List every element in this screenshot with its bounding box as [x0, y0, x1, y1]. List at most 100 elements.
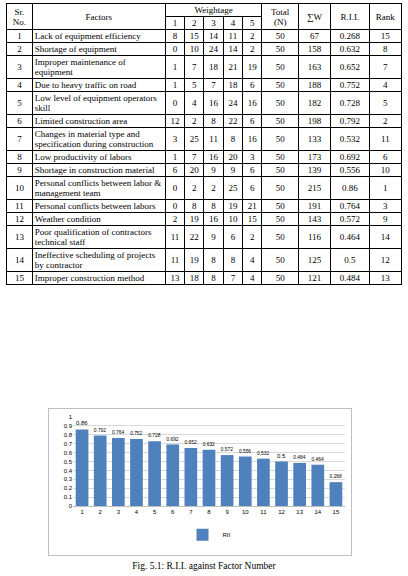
html-text:Changes in material type and s: Changes in material type and specificati…	[34, 129, 154, 149]
html-text:Poor qualification of contract: Poor qualification of contractors techni…	[34, 227, 152, 247]
svg-text:0.9: 0.9	[64, 423, 73, 429]
svg-text:0.6: 0.6	[64, 450, 73, 456]
html-text:Personal conflicts between lab: Personal conflicts between labor & manag…	[34, 178, 162, 198]
html-text:15: 15	[189, 31, 199, 41]
svg-text:0.752: 0.752	[130, 431, 142, 436]
html-text:Due to heavy traffic on road: Due to heavy traffic on road	[34, 80, 137, 90]
html-text:50: 50	[275, 44, 285, 54]
svg-text:0.7: 0.7	[64, 441, 73, 447]
svg-text:0.3: 0.3	[64, 476, 73, 482]
html-text:19: 19	[247, 62, 257, 72]
svg-text:0.2: 0.2	[64, 485, 73, 491]
svg-text:0.532: 0.532	[257, 451, 269, 456]
html-text:14: 14	[228, 44, 238, 54]
svg-text:0.5: 0.5	[277, 453, 286, 459]
html-text:Weightage: Weightage	[194, 5, 233, 15]
svg-text:14: 14	[314, 509, 321, 515]
svg-text:0.1: 0.1	[64, 494, 73, 500]
html-text:50: 50	[275, 62, 285, 72]
svg-text:2: 2	[99, 509, 103, 515]
html-text:Sr. No.: Sr. No.	[12, 6, 26, 27]
html-text:0.652: 0.652	[339, 62, 360, 72]
svg-text:0.484: 0.484	[293, 455, 305, 460]
html-text:133: 133	[307, 134, 322, 144]
html-text:Shortage of equipment: Shortage of equipment	[34, 44, 117, 54]
html-text:14: 14	[209, 31, 219, 41]
svg-text:0.572: 0.572	[221, 447, 233, 452]
html-text:∑W: ∑W	[307, 11, 322, 22]
html-text:22: 22	[228, 116, 238, 126]
html-text:12: 12	[170, 116, 180, 126]
html-text:18: 18	[209, 62, 219, 72]
html-text:50: 50	[275, 80, 285, 90]
svg-text:12: 12	[278, 509, 285, 515]
html-text:20: 20	[228, 152, 238, 162]
html-text:Low productivity of labors: Low productivity of labors	[34, 152, 132, 162]
html-text:188: 188	[307, 80, 322, 90]
html-text:16: 16	[247, 98, 257, 108]
svg-text:1: 1	[69, 414, 73, 420]
html-text:25: 25	[189, 134, 199, 144]
html-text:21: 21	[228, 62, 238, 72]
html-text:16: 16	[209, 152, 219, 162]
html-text:0.532: 0.532	[339, 134, 360, 144]
svg-text:0.632: 0.632	[203, 442, 215, 447]
svg-text:0.692: 0.692	[166, 437, 178, 442]
html-text:198: 198	[307, 116, 322, 126]
html-text:163: 163	[307, 62, 322, 72]
html-text:0.728: 0.728	[339, 98, 360, 108]
svg-text:7: 7	[189, 509, 193, 515]
svg-text:0.86: 0.86	[76, 420, 88, 426]
html-text:Total (N): Total (N)	[271, 6, 290, 27]
svg-text:0.764: 0.764	[112, 430, 124, 435]
html-text:Low level of equipment operato: Low level of equipment operators skill	[34, 93, 157, 113]
svg-text:0.792: 0.792	[94, 428, 106, 433]
html-text:18: 18	[228, 80, 238, 90]
html-text:16: 16	[209, 98, 219, 108]
html-text:50: 50	[275, 116, 285, 126]
html-text:24: 24	[209, 44, 219, 54]
html-text:50: 50	[275, 134, 285, 144]
svg-text:0.4: 0.4	[64, 468, 73, 474]
svg-text:0.556: 0.556	[239, 449, 251, 454]
svg-text:0.464: 0.464	[311, 457, 323, 462]
html-text:Rank: Rank	[375, 11, 395, 22]
svg-text:3: 3	[117, 509, 121, 515]
svg-text:13: 13	[296, 509, 303, 515]
svg-text:10: 10	[242, 509, 249, 515]
svg-text:15: 15	[333, 509, 340, 515]
html-text:0.792: 0.792	[339, 116, 360, 126]
svg-text:0.652: 0.652	[185, 440, 197, 445]
html-text:0.268: 0.268	[339, 31, 360, 41]
html-text:10: 10	[189, 44, 199, 54]
html-text:Limited construction area: Limited construction area	[34, 116, 128, 126]
svg-text:5: 5	[153, 509, 157, 515]
html-text:182: 182	[307, 98, 322, 108]
html-text:158: 158	[307, 44, 322, 54]
html-text:R.I.I.: R.I.I.	[340, 11, 360, 22]
svg-text:11: 11	[260, 509, 267, 515]
svg-text:0.728: 0.728	[148, 433, 160, 438]
svg-text:8: 8	[207, 509, 211, 515]
html-text:50: 50	[275, 98, 285, 108]
html-text:50: 50	[275, 31, 285, 41]
svg-text:RII: RII	[223, 532, 231, 538]
svg-text:0.268: 0.268	[330, 474, 342, 479]
svg-text:6: 6	[171, 509, 175, 515]
html-text:Factors: Factors	[85, 11, 112, 22]
svg-text:4: 4	[135, 509, 139, 515]
html-text:16: 16	[247, 134, 257, 144]
html-text:0.632: 0.632	[339, 44, 360, 54]
html-text:11: 11	[228, 31, 238, 41]
svg-text:0: 0	[69, 503, 73, 509]
svg-text:0.8: 0.8	[64, 432, 73, 438]
html-text:15: 15	[380, 31, 390, 41]
svg-text:0.5: 0.5	[64, 459, 73, 465]
html-text:Ineffective scheduling of proj: Ineffective scheduling of projects by co…	[34, 250, 156, 270]
svg-text:1: 1	[80, 509, 84, 515]
svg-text:9: 9	[225, 509, 229, 515]
html-text:Improper maintenance of equipm: Improper maintenance of equipment	[34, 57, 126, 77]
html-text:24: 24	[228, 98, 238, 108]
html-text:0.752: 0.752	[339, 80, 360, 90]
html-text:Lack of equipment efficiency: Lack of equipment efficiency	[34, 31, 141, 41]
